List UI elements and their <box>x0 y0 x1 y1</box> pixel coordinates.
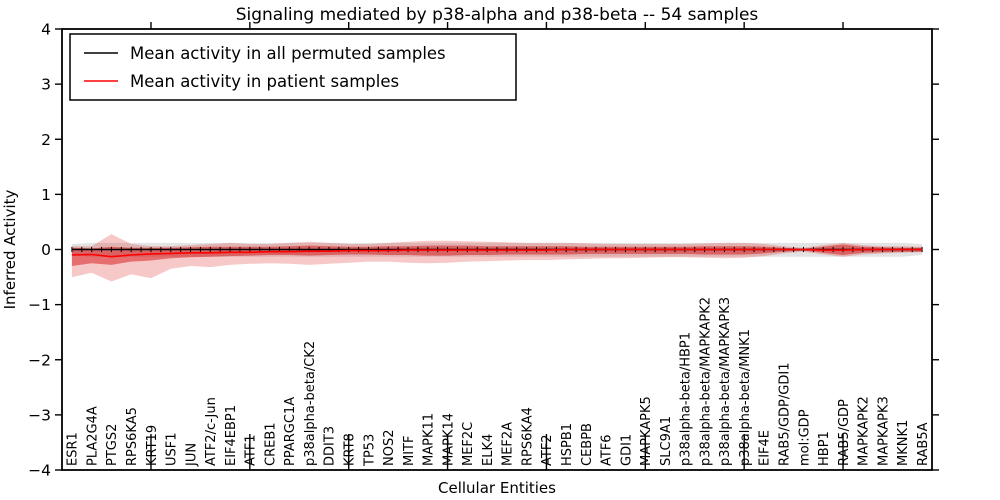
x-tick-label: EIF4E <box>758 430 773 466</box>
x-tick-label: HSPB1 <box>560 423 575 466</box>
x-tick-label: PLA2G4A <box>85 406 100 466</box>
x-tick-label: DDIT3 <box>323 426 338 466</box>
x-tick-label: MITF <box>402 436 417 466</box>
x-tick-label: RAB5/GDP <box>837 399 852 466</box>
x-tick-label: ATF2 <box>540 434 555 466</box>
y-tick-labels: −4 −3 −2 −1 0 1 2 3 4 <box>28 21 51 480</box>
x-tick-label: p38alpha-beta/MNK1 <box>738 329 753 466</box>
x-tick-label: TP53 <box>362 434 377 467</box>
legend-box <box>69 33 517 101</box>
x-tick-label: CEBPB <box>580 423 595 466</box>
y-tick-label: 2 <box>41 131 51 149</box>
x-tick-label: HBP1 <box>817 431 832 466</box>
y-tick-label: −1 <box>28 296 51 314</box>
x-tick-label: USF1 <box>165 432 180 466</box>
x-tick-label: ATF2/c-Jun <box>204 397 219 466</box>
chart-title: Signaling mediated by p38-alpha and p38-… <box>236 5 759 25</box>
y-axis-label: Inferred Activity <box>1 189 19 309</box>
x-tick-label: ELK4 <box>481 434 496 466</box>
x-tick-label: MAPKAPK3 <box>876 396 891 466</box>
y-tick-label: 4 <box>41 21 51 39</box>
x-tick-label: PPARGC1A <box>283 397 298 466</box>
y-tick-label: −2 <box>28 351 51 369</box>
y-tick-label: 1 <box>41 186 51 204</box>
x-tick-label: MAPK14 <box>441 413 456 466</box>
x-tick-label: RPS6KA5 <box>125 407 140 466</box>
x-tick-label: KRT19 <box>145 425 160 466</box>
x-tick-label: RPS6KA4 <box>520 407 535 466</box>
x-tick-label: mol:GDP <box>797 409 812 466</box>
legend: Mean activity in all permuted samples Me… <box>69 33 517 101</box>
x-tick-label: MAPK11 <box>422 413 437 466</box>
x-tick-label: ATF6 <box>600 434 615 466</box>
x-tick-label: ESR1 <box>66 432 81 466</box>
tick-layer <box>55 22 939 471</box>
x-tick-labels: ESR1 PLA2G4A PTGS2 RPS6KA5 KRT19 USF1 JUN ATF2/… <box>66 297 931 467</box>
x-axis-label: Cellular Entities <box>438 479 556 497</box>
x-tick-label: p38alpha-beta/MAPKAPK3 <box>718 297 733 466</box>
x-tick-label: MEF2C <box>461 422 476 466</box>
x-tick-label: MAPKAPK5 <box>639 396 654 466</box>
band-layer <box>71 234 923 282</box>
y-tick-label: −4 <box>28 462 51 480</box>
x-tick-label: EIF4EBP1 <box>224 405 239 466</box>
legend-label-patient: Mean activity in patient samples <box>130 72 399 91</box>
line-layer <box>71 246 923 258</box>
x-tick-label: MEF2A <box>501 422 516 466</box>
x-tick-label: p38alpha-beta/MAPKAPK2 <box>698 297 713 466</box>
y-tick-label: −3 <box>28 406 51 424</box>
x-tick-label: PTGS2 <box>105 424 120 466</box>
mean-line-patient <box>71 248 923 258</box>
legend-label-permuted: Mean activity in all permuted samples <box>130 44 446 63</box>
x-tick-label: JUN <box>184 443 199 467</box>
x-tick-label: RAB5/GDP/GDI1 <box>778 363 793 466</box>
x-tick-label: KRT8 <box>343 433 358 466</box>
x-tick-label: SLC9A1 <box>659 416 674 466</box>
x-tick-label: NOS2 <box>382 430 397 466</box>
x-tick-label: p38alpha-beta/HBP1 <box>679 332 694 466</box>
y-tick-label: 0 <box>41 241 51 259</box>
x-tick-label: p38alpha-beta/CK2 <box>303 341 318 466</box>
x-tick-label: CREB1 <box>263 422 278 466</box>
x-tick-label: GDI1 <box>619 434 634 466</box>
x-tick-label: MAPKAPK2 <box>857 396 872 466</box>
x-tick-label: MKNK1 <box>896 420 911 466</box>
x-tick-label: ATF1 <box>244 434 259 466</box>
x-tick-label: RAB5A <box>916 422 931 466</box>
y-tick-label: 3 <box>41 76 51 94</box>
patient-samples-outer-range-band <box>71 234 923 282</box>
